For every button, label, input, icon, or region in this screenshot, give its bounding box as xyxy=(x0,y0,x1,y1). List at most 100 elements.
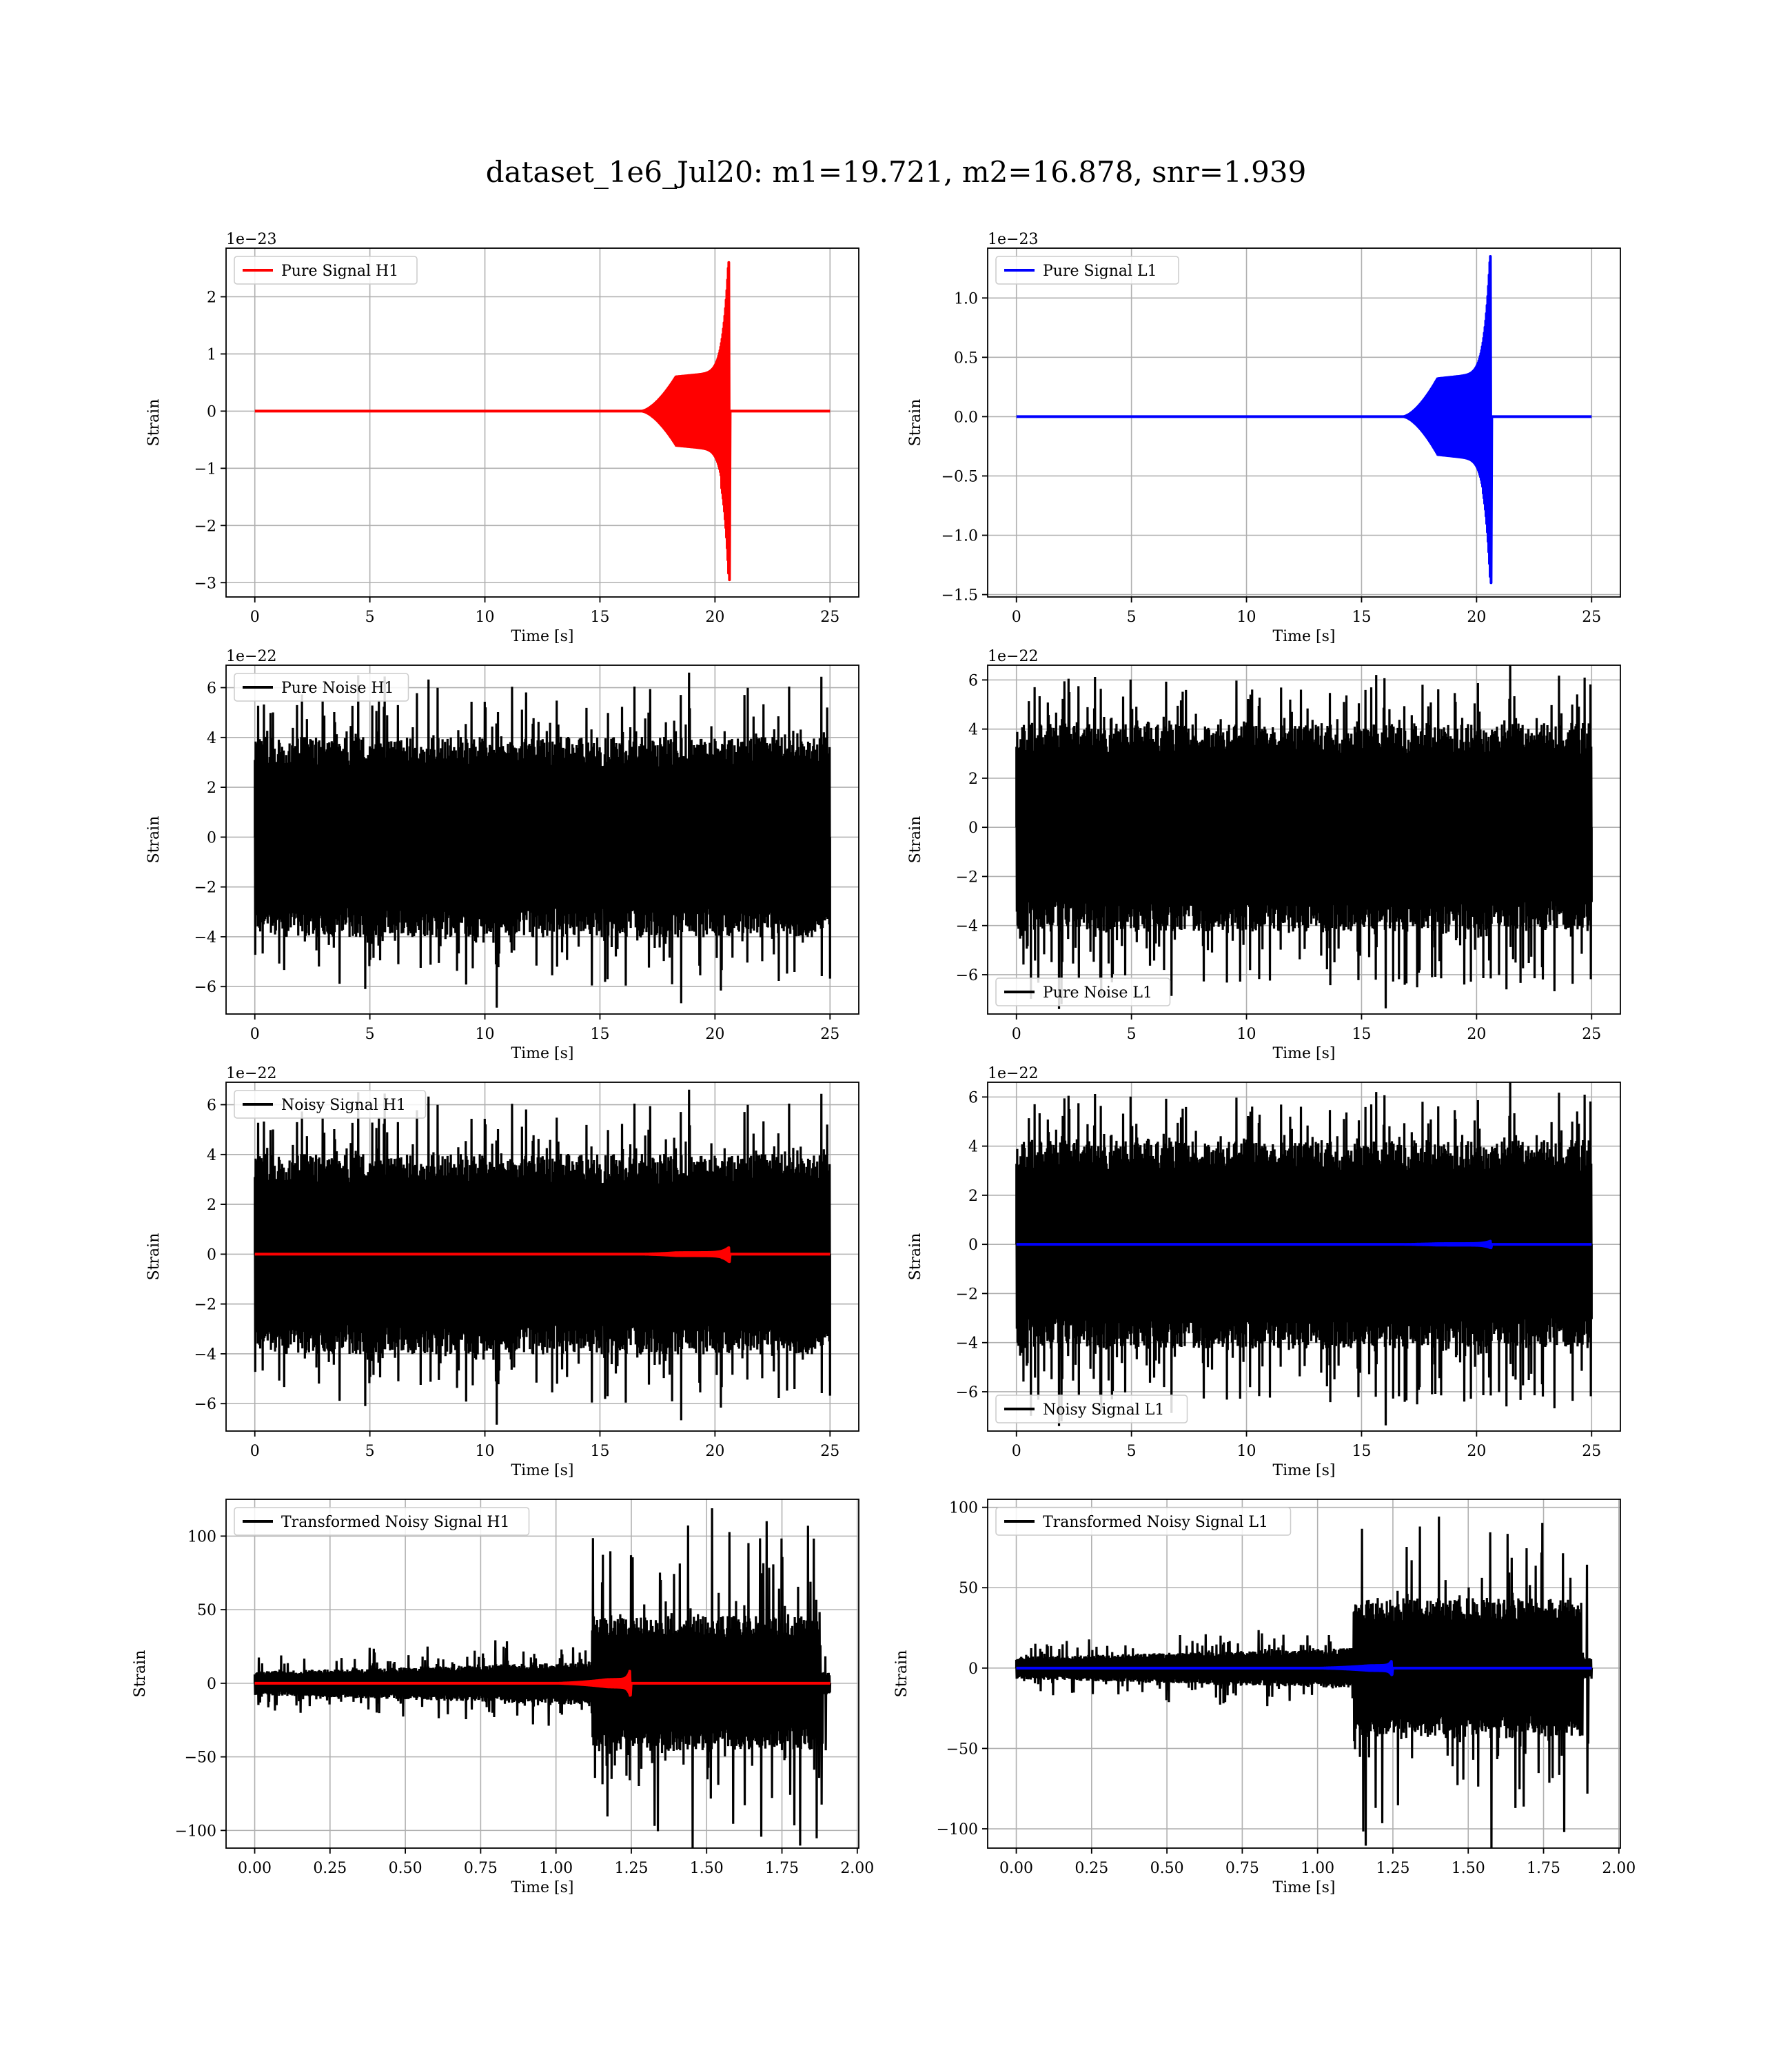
x-tick-label: 25 xyxy=(820,1443,839,1460)
chart-panel-transformed-noisy-signal-h1: 0.00 0.25 0.50 0.75 1.00 1.25 1.50 1.75 2.00 −100… xyxy=(132,1499,874,1896)
y-tick-label: −100 xyxy=(937,1821,978,1838)
y-tick-label: −4 xyxy=(956,918,978,935)
chart-panel-pure-noise-l1: 0 5 10 15 20 25 −6 −4 −2 0 2 4 6 Time [s] Strain 1e−22 P… xyxy=(907,648,1621,1062)
x-tick-label: 0 xyxy=(250,1026,260,1043)
y-tick-label: 0 xyxy=(968,820,978,837)
x-tick-label: 0.25 xyxy=(313,1860,347,1877)
chart-panel-pure-signal-h1: 0 5 10 15 20 25 −3 −2 −1 0 1 2 Time [s] Strain 1e−23 Pu… xyxy=(145,231,859,645)
chart-panel-pure-signal-l1: 0 5 10 15 20 25 −1.5 −1.0 −0.5 0.0 0.5 1.0 Time [s] S… xyxy=(907,231,1621,645)
y-tick-label: 0 xyxy=(207,1676,216,1693)
plot-area xyxy=(1015,1082,1593,1426)
y-tick-label: −6 xyxy=(956,967,978,984)
chart-panel-transformed-noisy-signal-l1: 0.00 0.25 0.50 0.75 1.00 1.25 1.50 1.75 2.00 −100… xyxy=(893,1499,1636,1896)
chart-panel-noisy-signal-h1: 0 5 10 15 20 25 −6 −4 −2 0 2 4 6 Time [s] Strain 1e−22 N… xyxy=(145,1065,859,1479)
axes-frame xyxy=(225,665,859,1015)
x-tick-label: 15 xyxy=(590,609,609,626)
x-tick-label: 5 xyxy=(365,1443,375,1460)
legend-box xyxy=(234,673,409,702)
plot-area xyxy=(1015,1517,1594,1848)
x-tick-label: 0 xyxy=(1012,1026,1021,1043)
y-tick-label: −6 xyxy=(956,1384,978,1401)
x-tick-label: 1.00 xyxy=(1301,1860,1334,1877)
y-tick-label: 4 xyxy=(968,722,978,739)
x-axis-label: Time [s] xyxy=(1272,1879,1335,1896)
plot-area xyxy=(253,1508,832,1848)
y-tick-label: 0 xyxy=(207,1246,216,1264)
legend-box xyxy=(995,1507,1292,1536)
series-line-1 xyxy=(1015,1517,1594,1848)
axis-offset-text: 1e−22 xyxy=(988,648,1038,665)
y-tick-label: −6 xyxy=(194,979,216,996)
y-axis-label: Strain xyxy=(907,1233,924,1281)
x-tick-label: 15 xyxy=(1352,1026,1371,1043)
legend-box xyxy=(234,1090,427,1119)
x-tick-label: 20 xyxy=(1467,1443,1486,1460)
legend-label: Pure Noise H1 xyxy=(281,680,394,697)
x-tick-label: 0 xyxy=(1012,609,1021,626)
x-tick-label: 0.75 xyxy=(464,1860,498,1877)
y-axis-label: Strain xyxy=(893,1650,910,1698)
x-tick-label: 1.25 xyxy=(614,1860,648,1877)
y-tick-label: −6 xyxy=(194,1396,216,1413)
x-tick-label: 1.00 xyxy=(539,1860,573,1877)
legend-label: Transformed Noisy Signal H1 xyxy=(281,1514,510,1531)
y-axis-label: Strain xyxy=(907,399,924,447)
axis-offset-text: 1e−22 xyxy=(988,1065,1038,1082)
y-tick-label: −2 xyxy=(956,1286,978,1303)
axis-offset-text: 1e−22 xyxy=(226,1065,276,1082)
x-axis-label: Time [s] xyxy=(511,1879,573,1896)
y-tick-label: −100 xyxy=(175,1823,216,1840)
y-tick-label: −50 xyxy=(946,1741,978,1758)
x-tick-label: 2.00 xyxy=(840,1860,874,1877)
x-tick-label: 0.25 xyxy=(1075,1860,1108,1877)
x-tick-label: 25 xyxy=(820,1026,839,1043)
y-tick-label: 2 xyxy=(968,1188,978,1205)
plot-area xyxy=(254,261,831,582)
x-tick-label: 20 xyxy=(705,1443,724,1460)
y-tick-label: 2 xyxy=(207,290,216,307)
y-tick-label: −0.5 xyxy=(941,468,978,485)
y-tick-label: 50 xyxy=(959,1580,978,1597)
axis-offset-text: 1e−23 xyxy=(226,231,276,248)
x-tick-label: 0 xyxy=(250,1443,260,1460)
axis-offset-text: 1e−22 xyxy=(226,648,276,665)
y-tick-label: −1.5 xyxy=(941,587,978,605)
y-tick-label: 2 xyxy=(207,1197,216,1214)
x-axis-label: Time [s] xyxy=(511,628,573,645)
y-tick-label: 100 xyxy=(187,1528,216,1545)
y-tick-label: 0.0 xyxy=(954,409,978,426)
y-tick-label: 6 xyxy=(207,1097,216,1115)
y-axis-label: Strain xyxy=(132,1650,149,1698)
x-tick-label: 10 xyxy=(1237,1443,1256,1460)
series-line-1 xyxy=(1015,665,1593,1009)
axes-frame xyxy=(987,1499,1621,1849)
series-line-2 xyxy=(1016,1239,1592,1250)
x-tick-label: 5 xyxy=(1127,1026,1137,1043)
x-tick-label: 10 xyxy=(1237,1026,1256,1043)
legend-label: Noisy Signal H1 xyxy=(281,1097,406,1114)
x-axis-label: Time [s] xyxy=(1272,1462,1335,1479)
axes-frame xyxy=(987,247,1621,598)
plot-area xyxy=(1016,255,1592,585)
legend-box xyxy=(995,1395,1188,1423)
series-line-1 xyxy=(254,672,831,1008)
x-tick-label: 5 xyxy=(1127,609,1137,626)
series-line-2 xyxy=(254,1670,831,1697)
x-tick-label: 25 xyxy=(1582,1443,1601,1460)
x-axis-label: Time [s] xyxy=(1272,628,1335,645)
series-line-1 xyxy=(253,1508,832,1848)
y-tick-label: −50 xyxy=(185,1750,216,1767)
axes-frame xyxy=(225,247,859,598)
x-axis-label: Time [s] xyxy=(1272,1045,1335,1062)
x-tick-label: 2.00 xyxy=(1602,1860,1636,1877)
legend-box xyxy=(995,977,1171,1006)
x-tick-label: 25 xyxy=(1582,1026,1601,1043)
y-tick-label: 0 xyxy=(207,829,216,847)
series-line-1 xyxy=(1015,1082,1593,1426)
x-tick-label: 1.50 xyxy=(690,1860,724,1877)
y-axis-label: Strain xyxy=(145,399,163,447)
x-tick-label: 5 xyxy=(365,1026,375,1043)
series-line-2 xyxy=(1016,1660,1592,1676)
x-tick-label: 15 xyxy=(590,1026,609,1043)
axes-frame xyxy=(225,1499,859,1849)
